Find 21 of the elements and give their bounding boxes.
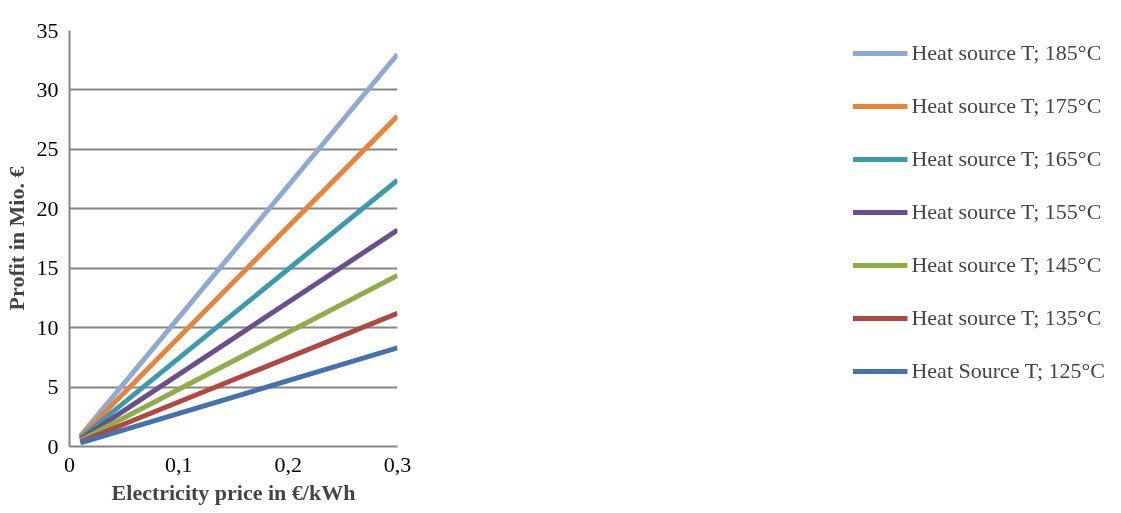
x-tick-label: 0,3 [383, 451, 412, 477]
x-axis-title: Electricity price in €/kWh [111, 479, 356, 505]
y-tick-label: 0 [47, 433, 59, 459]
legend-label: Heat source T; 165°C [911, 146, 1102, 172]
y-axis-title: Profit in Mio. € [3, 166, 29, 311]
x-tick-label: 0,1 [165, 451, 193, 477]
y-tick-label: 15 [36, 255, 59, 281]
legend-label: Heat source T; 185°C [911, 40, 1102, 66]
y-tick-label: 10 [36, 314, 59, 340]
legend-label: Heat source T; 155°C [911, 199, 1102, 225]
y-tick-label: 5 [47, 374, 59, 400]
x-tick-label: 0 [64, 451, 75, 477]
legend-label: Heat source T; 145°C [911, 252, 1102, 278]
legend-label: Heat source T; 135°C [911, 305, 1102, 331]
x-tick-label: 0,2 [274, 451, 302, 477]
legend-label: Heat source T; 175°C [911, 93, 1102, 119]
legend-label: Heat Source T; 125°C [911, 358, 1105, 384]
y-tick-label: 30 [36, 76, 59, 102]
y-tick-label: 35 [36, 17, 59, 43]
y-tick-label: 25 [36, 136, 59, 162]
y-tick-label: 20 [36, 195, 59, 221]
